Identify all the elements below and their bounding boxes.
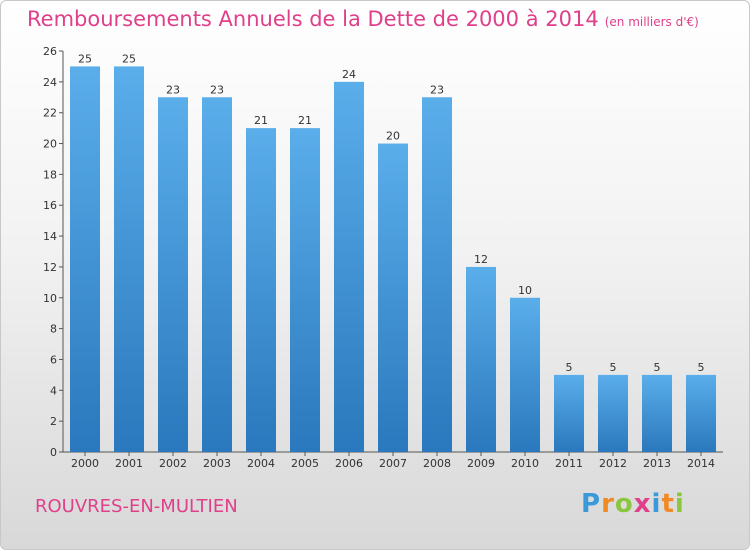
bar-value-label: 24 [342,68,356,81]
logo-letter: o [614,489,634,519]
y-tick-label: 14 [43,230,57,243]
bar [642,374,672,452]
place-name: ROUVRES-EN-MULTIEN [35,496,238,517]
logo-letter: P [581,489,602,519]
bar-value-label: 5 [610,361,617,374]
bar [202,97,232,453]
y-tick-label: 10 [43,292,57,305]
bar-value-label: 25 [78,52,92,65]
bar [334,81,364,452]
bar [158,97,188,453]
bar-value-label: 21 [298,114,312,127]
x-tick-label: 2009 [467,457,495,470]
bar-value-label: 25 [122,52,136,65]
bar-value-label: 5 [698,361,705,374]
bar [686,374,716,452]
bar [246,128,276,452]
x-tick-label: 2002 [159,457,187,470]
bar [114,66,144,452]
y-tick-label: 22 [43,107,57,120]
x-tick-label: 2010 [511,457,539,470]
logo-letter: i [674,489,685,519]
y-tick-label: 8 [50,323,57,336]
x-tick-label: 2001 [115,457,143,470]
y-tick-label: 16 [43,199,57,212]
logo-letter: r [601,489,615,519]
bar [70,66,100,452]
y-tick-label: 20 [43,138,57,151]
x-tick-label: 2012 [599,457,627,470]
x-tick-label: 2003 [203,457,231,470]
bar-value-label: 23 [166,83,180,96]
y-tick-label: 4 [50,384,57,397]
x-tick-label: 2004 [247,457,275,470]
bar [466,266,496,452]
x-tick-label: 2013 [643,457,671,470]
x-tick-label: 2005 [291,457,319,470]
bar [378,143,408,453]
y-tick-label: 26 [43,45,57,58]
logo-letter: x [633,489,652,519]
logo-letter: t [661,489,675,519]
bar-value-label: 20 [386,130,400,143]
bar-value-label: 23 [430,83,444,96]
bar-value-label: 23 [210,83,224,96]
y-tick-label: 2 [50,415,57,428]
y-tick-label: 18 [43,168,57,181]
bar [510,297,540,452]
x-tick-label: 2007 [379,457,407,470]
chart-title: Remboursements Annuels de la Dette de 20… [27,7,699,31]
proxiti-logo: Proxiti [581,489,685,519]
y-tick-label: 0 [50,446,57,459]
bar-value-label: 5 [566,361,573,374]
chart-bars: 25 25 23 23 21 21 24 20 23 12 10 5 5 5 5 [70,52,716,453]
bar-value-label: 10 [518,284,532,297]
bar [554,374,584,452]
x-tick-label: 2011 [555,457,583,470]
bar [422,97,452,453]
y-tick-label: 6 [50,353,57,366]
chart-title-text: Remboursements Annuels de la Dette de 20… [27,7,599,31]
bar-value-label: 21 [254,114,268,127]
x-tick-label: 2006 [335,457,363,470]
logo-letter: i [651,489,662,519]
x-tick-label: 2014 [687,457,715,470]
bar [598,374,628,452]
bar [290,128,320,452]
chart-unit: (en milliers d'€) [604,15,699,29]
bar-value-label: 5 [654,361,661,374]
y-tick-label: 24 [43,76,57,89]
y-tick-label: 12 [43,261,57,274]
bar-value-label: 12 [474,253,488,266]
x-tick-label: 2000 [71,457,99,470]
x-tick-label: 2008 [423,457,451,470]
